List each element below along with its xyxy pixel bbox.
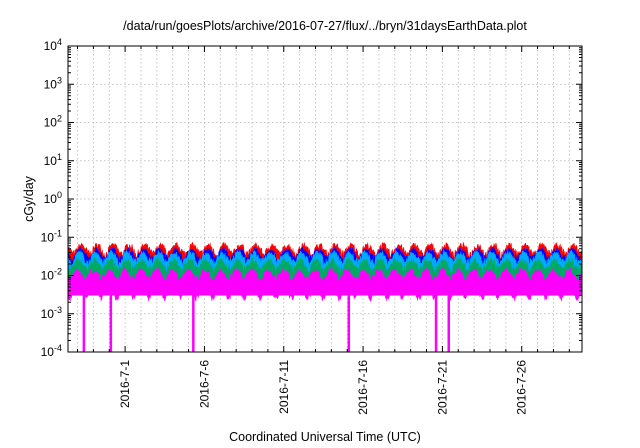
series-group [67,241,583,352]
y-tick-label: 10-1 [41,228,62,244]
y-tick-label: 10-2 [41,267,62,283]
x-tick-label: 2016-7-1 [118,360,132,408]
plot-frame [67,45,583,353]
x-axis-label: Coordinated Universal Time (UTC) [229,430,421,444]
y-axis: 10-4 10-3 10-2 10-1 100 101 102 103 104 [41,37,582,359]
x-tick-label: 2016-7-26 [515,360,529,415]
chart-title: /data/run/goesPlots/archive/2016-07-27/f… [123,19,527,33]
y-tick-label: 102 [44,114,62,130]
y-tick-label: 104 [44,37,62,53]
y-tick-label: 100 [44,190,62,206]
y-axis-label: cGy/day [22,175,36,222]
x-tick-label: 2016-7-21 [435,360,449,415]
x-tick-label: 2016-7-16 [356,360,370,415]
x-tick-label: 2016-7-6 [197,360,211,408]
y-tick-label: 101 [44,152,62,168]
grid [68,46,582,352]
x-axis: 2016-7-1 2016-7-6 2016-7-11 2016-7-16 2016-7… [77,46,570,415]
magenta-floor-band [68,279,582,296]
y-tick-label: 103 [44,75,62,91]
x-tick-label: 2016-7-11 [277,360,291,414]
y-tick-label: 10-4 [41,343,62,359]
y-tick-label: 10-3 [41,305,62,321]
